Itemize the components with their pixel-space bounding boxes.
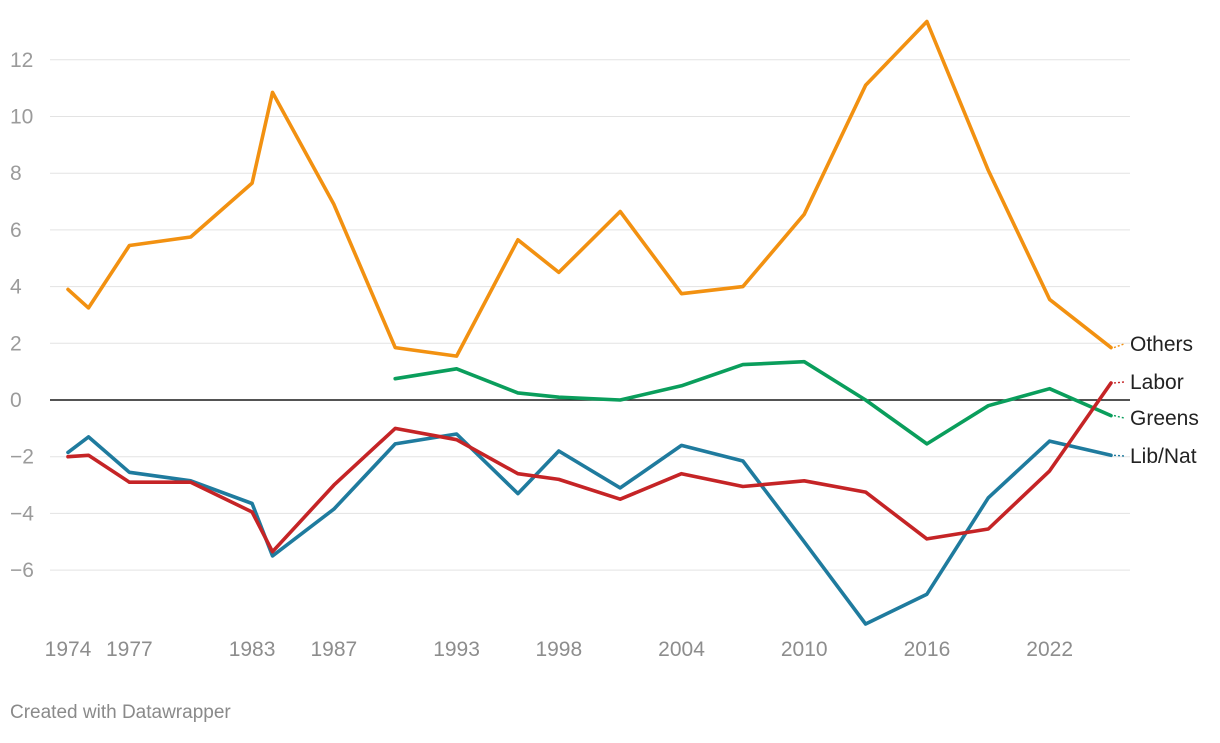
x-tick-label: 1993	[433, 638, 480, 661]
x-tick-label: 1983	[229, 638, 276, 661]
end-label-lib-nat: Lib/Nat	[1130, 445, 1197, 468]
y-tick-label: −6	[10, 559, 34, 582]
y-tick-label: −2	[10, 446, 34, 469]
series-line-lib-nat[interactable]	[66, 432, 1113, 626]
y-tick-label: −4	[10, 502, 34, 525]
x-tick-label: 2016	[904, 638, 951, 661]
end-label-connector-lib-nat	[1113, 454, 1125, 457]
x-tick-label: 2004	[658, 638, 705, 661]
x-axis-ticks: 1974 1977 1983 1987 1993 1998 2004 2010 2016 2022	[45, 638, 1073, 661]
end-label-labor: Labor	[1130, 371, 1184, 394]
series-lines	[66, 19, 1113, 626]
x-tick-label: 1987	[311, 638, 358, 661]
y-tick-label: 4	[10, 276, 22, 299]
end-label-connector-others	[1113, 343, 1125, 349]
x-tick-label: 2022	[1026, 638, 1073, 661]
x-tick-label: 1974	[45, 638, 92, 661]
end-label-greens: Greens	[1130, 407, 1199, 430]
y-tick-label: 12	[10, 49, 33, 72]
end-label-connector-greens	[1113, 414, 1125, 419]
y-tick-label: 2	[10, 332, 22, 355]
y-tick-label: 0	[10, 389, 22, 412]
footer-credit[interactable]: Created with Datawrapper	[10, 702, 231, 723]
x-tick-label: 1977	[106, 638, 153, 661]
end-label-others: Others	[1130, 333, 1193, 356]
y-tick-label: 6	[10, 219, 22, 242]
series-end-labels: Others Labor Greens Lib/Nat	[1113, 333, 1199, 468]
y-axis-ticks: 12 10 8 6 4 2 0 −2 −4 −6	[10, 49, 34, 582]
y-tick-label: 10	[10, 106, 33, 129]
y-tick-label: 8	[10, 162, 22, 185]
end-label-connector-labor	[1113, 381, 1125, 384]
series-line-others[interactable]	[66, 19, 1113, 358]
x-tick-label: 1998	[535, 638, 582, 661]
x-tick-label: 2010	[781, 638, 828, 661]
series-line-labor[interactable]	[66, 381, 1113, 554]
series-line-greens[interactable]	[393, 359, 1113, 446]
